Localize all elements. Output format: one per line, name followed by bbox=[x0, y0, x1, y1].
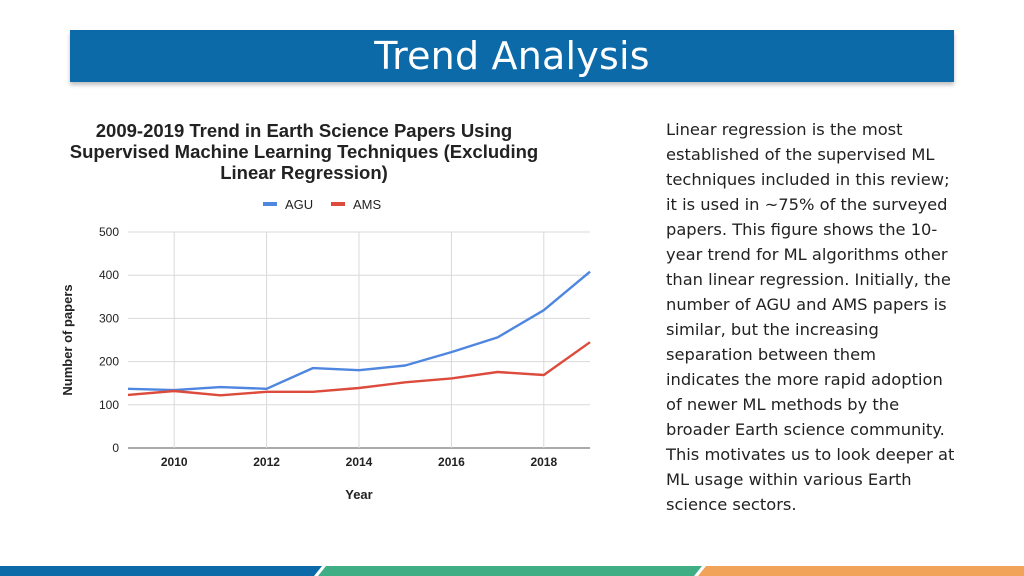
legend-label-ams: AMS bbox=[353, 197, 382, 212]
footer-stripe-orange bbox=[698, 566, 1024, 576]
y-tick-label: 100 bbox=[99, 398, 119, 412]
footer-stripe-blue bbox=[0, 566, 322, 576]
x-tick-label: 2016 bbox=[438, 455, 465, 469]
chart-container: 2009-2019 Trend in Earth Science Papers … bbox=[55, 112, 615, 522]
y-axis-title: Number of papers bbox=[60, 284, 75, 395]
line-chart: 2009-2019 Trend in Earth Science Papers … bbox=[60, 120, 591, 502]
y-tick-label: 400 bbox=[99, 268, 119, 282]
x-axis-title: Year bbox=[345, 487, 372, 502]
y-tick-label: 300 bbox=[99, 311, 119, 325]
y-tick-label: 0 bbox=[112, 441, 119, 455]
footer-stripe-green bbox=[318, 566, 702, 576]
chart-title-line: Linear Regression) bbox=[220, 162, 388, 183]
y-tick-label: 200 bbox=[99, 355, 119, 369]
slide-title: Trend Analysis bbox=[374, 34, 650, 78]
x-tick-label: 2012 bbox=[253, 455, 280, 469]
x-tick-label: 2010 bbox=[161, 455, 188, 469]
chart-title-line: Supervised Machine Learning Techniques (… bbox=[70, 141, 538, 162]
title-bar: Trend Analysis bbox=[70, 30, 954, 82]
legend-label-agu: AGU bbox=[285, 197, 313, 212]
body-text: Linear regression is the most establishe… bbox=[666, 120, 955, 514]
chart-title-line: 2009-2019 Trend in Earth Science Papers … bbox=[96, 120, 512, 141]
x-tick-label: 2018 bbox=[530, 455, 557, 469]
y-tick-label: 500 bbox=[99, 225, 119, 239]
x-tick-label: 2014 bbox=[346, 455, 373, 469]
footer-stripe bbox=[0, 566, 1024, 576]
